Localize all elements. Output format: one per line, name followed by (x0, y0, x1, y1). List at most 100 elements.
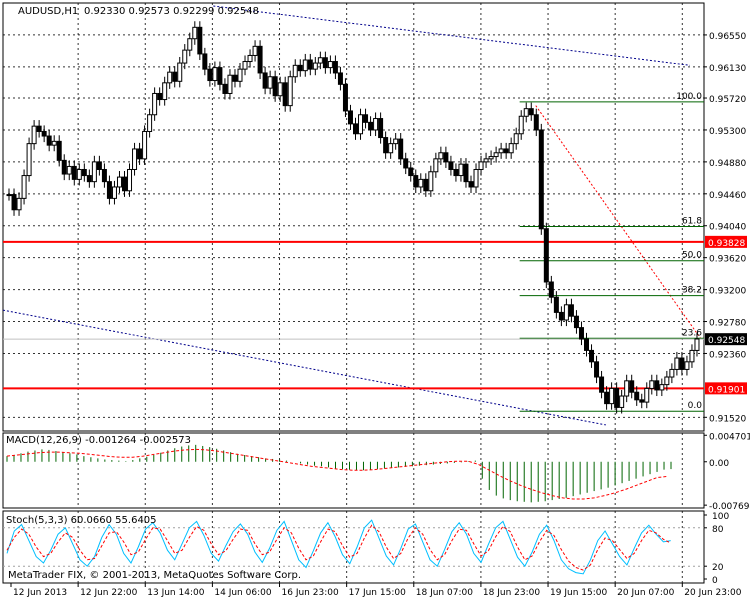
candle-body (337, 72, 343, 85)
x-tick-label: 14 Jun 06:00 (214, 588, 271, 598)
candle-body (212, 67, 218, 82)
candle-body (558, 311, 564, 321)
candle-body (6, 194, 12, 197)
candle-body (563, 304, 569, 321)
candle-body (513, 133, 519, 145)
y-tick-label: 0.96550 (709, 32, 746, 42)
candle-body (568, 304, 574, 317)
symbol-label: AUDUSD,H1 (18, 6, 78, 17)
candle-body (122, 176, 127, 192)
y-tick-label: 0.94040 (709, 223, 746, 233)
candle-body (106, 181, 112, 199)
candle-body (463, 163, 469, 183)
price-marker-box (705, 235, 747, 248)
candle-body (237, 68, 243, 82)
candle-body (619, 395, 625, 408)
x-tick-label: 20 Jun 07:00 (617, 588, 674, 598)
candle-body (473, 168, 479, 188)
fibonacci-level-label: 23.6 (682, 328, 702, 338)
fibonacci-level-label: 100.0 (676, 92, 702, 102)
candle-body (157, 92, 163, 101)
time-axis: 12 Jun 2013 12 Jun 22:00 13 Jun 14:00 14 Ju… (10, 583, 742, 598)
candle-body (363, 114, 369, 123)
y-tick-label: 0.95720 (709, 95, 746, 105)
candle-body (553, 296, 559, 313)
pane-frame (2, 2, 705, 432)
stochastic-signal-line (6, 524, 671, 571)
candle-body (96, 161, 102, 170)
candle-body (498, 148, 504, 154)
candle-body (217, 67, 223, 85)
y-tick-label: 0.93620 (709, 255, 746, 265)
candle-body (659, 384, 665, 391)
macd-label: MACD(12,26,9) -0.001264 -0.002573 (6, 435, 191, 446)
candle-body (41, 130, 47, 137)
pane-frame (2, 510, 705, 584)
candle-body (51, 140, 57, 146)
candle-body (528, 108, 534, 116)
candle-body (649, 380, 655, 389)
candle-body (589, 349, 595, 363)
x-tick-label: 17 Jun 15:00 (349, 588, 406, 598)
candle-body (137, 148, 143, 160)
y-tick-label: 0.91520 (709, 414, 746, 424)
candle-body (302, 59, 308, 72)
candle-body (312, 62, 318, 70)
price-pane: 0.96550 0.96130 0.95720 0.95300 0.94880 0.944… (2, 2, 747, 432)
y-tick-label: 0.95300 (709, 127, 746, 137)
candle-body (543, 228, 549, 283)
x-tick-label: 12 Jun 2013 (13, 588, 67, 598)
candle-body (639, 399, 645, 403)
candle-body (634, 391, 640, 401)
price-marker-label: 0.92548 (708, 336, 745, 346)
candle-body (46, 135, 52, 146)
macd-pane: 0.004701 0.00 -0.007694 (2, 432, 750, 512)
x-tick-label: 18 Jun 07:00 (416, 588, 473, 598)
candle-body (127, 168, 133, 192)
y-tick-label: -0.007694 (709, 502, 750, 512)
price-marker-label: 0.91901 (708, 385, 745, 395)
candle-body (523, 108, 529, 117)
candle-body (644, 387, 650, 403)
candle-body (398, 138, 404, 160)
stochastic-main-line (6, 519, 671, 575)
candle-body (11, 194, 17, 211)
candle-body (503, 148, 509, 154)
candle-body (614, 387, 620, 408)
candle-body (247, 54, 253, 63)
x-tick-label: 20 Jun 23:00 (684, 588, 741, 598)
candle-body (508, 143, 514, 154)
candle-body (21, 175, 27, 199)
trend-line (213, 5, 691, 66)
candle-body (56, 140, 62, 161)
candle-body (227, 74, 233, 94)
candle-body (167, 71, 173, 84)
candle-body (594, 361, 600, 378)
y-tick-label: 0.00 (709, 459, 729, 469)
candle-body (679, 357, 685, 370)
candle-body (31, 125, 37, 145)
candle-body (272, 76, 278, 97)
y-tick-label: 100 (712, 512, 729, 522)
candle-body (142, 130, 148, 160)
candle-body (443, 152, 449, 163)
y-tick-label: 20 (712, 563, 724, 573)
candle-body (332, 61, 338, 74)
candle-body (232, 74, 238, 82)
candle-body (604, 391, 610, 405)
price-marker-label: 0.93828 (708, 239, 745, 249)
candle-body (116, 176, 122, 188)
candle-body (664, 376, 670, 386)
candle-body (383, 137, 389, 154)
candle-body (629, 380, 635, 393)
candle-body (669, 368, 675, 378)
x-tick-label: 16 Jun 23:00 (282, 588, 339, 598)
candle-body (433, 158, 439, 173)
candle-body (624, 380, 630, 397)
candle-body (458, 163, 464, 177)
candle-body (222, 83, 228, 94)
candle-body (342, 83, 348, 112)
fibonacci-level-label: 0.0 (688, 401, 703, 411)
fibonacci-level-label: 50.0 (682, 251, 702, 261)
